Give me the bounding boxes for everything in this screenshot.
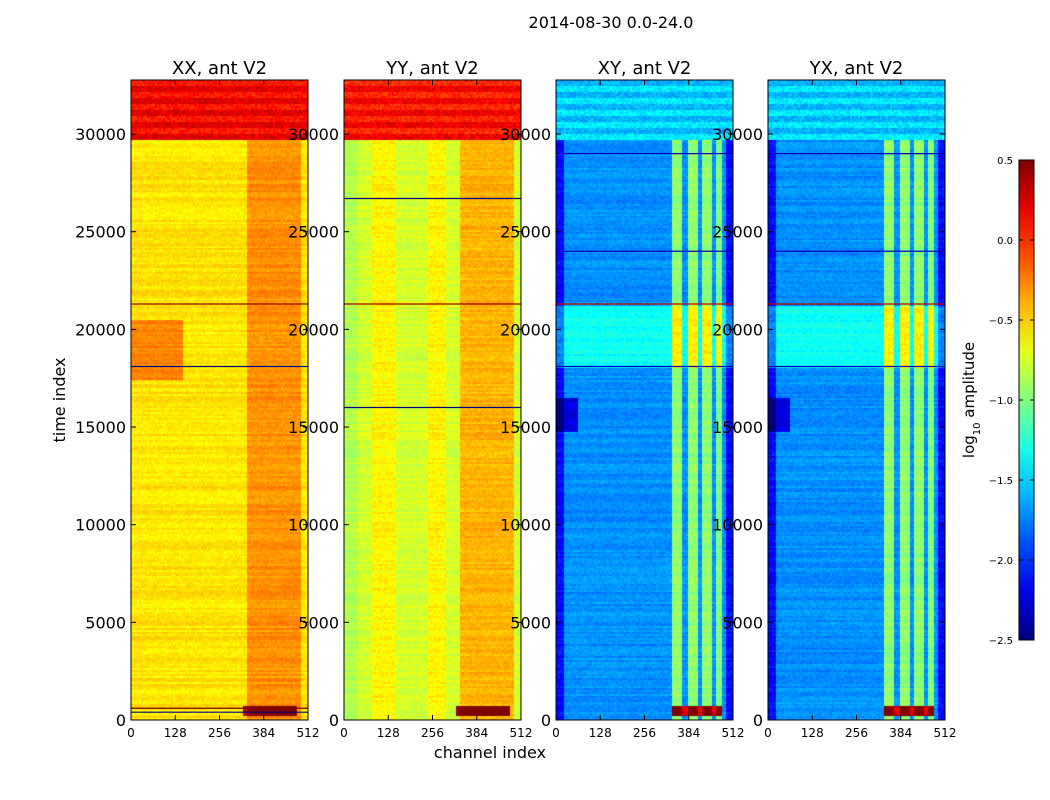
x-tick-label: 256 xyxy=(208,726,231,740)
y-tick-label: 10000 xyxy=(75,516,126,535)
y-tick-label: 25000 xyxy=(500,223,551,242)
y-tick-label: 0 xyxy=(753,711,763,730)
y-tick-label: 15000 xyxy=(75,418,126,437)
colorbar-tick-label: −2.5 xyxy=(989,636,1013,647)
colorbar-tick-label: 0.0 xyxy=(997,236,1013,247)
y-axis-label: time index xyxy=(50,357,69,442)
y-tick-label: 25000 xyxy=(75,223,126,242)
x-tick-label: 384 xyxy=(252,726,275,740)
panel-4: YX, ant V2 0 128 256 384 512 0 5000 10000 15000 20… xyxy=(712,58,956,740)
x-tick-label: 256 xyxy=(421,726,444,740)
heatmap-image xyxy=(768,80,945,720)
y-tick-label: 30000 xyxy=(75,125,126,144)
y-tick-label: 20000 xyxy=(712,320,763,339)
y-tick-label: 15000 xyxy=(712,418,763,437)
colorbar-tick-label: −1.5 xyxy=(989,476,1013,487)
x-tick-label: 128 xyxy=(801,726,824,740)
x-tick-label: 512 xyxy=(510,726,533,740)
y-tick-label: 25000 xyxy=(288,223,339,242)
x-tick-label: 0 xyxy=(127,726,135,740)
colorbar-tick-label: −1.0 xyxy=(989,396,1013,407)
x-tick-label: 256 xyxy=(845,726,868,740)
panel-title: XY, ant V2 xyxy=(598,58,692,79)
x-tick-label: 0 xyxy=(340,726,348,740)
colorbar-label: log10 amplitude xyxy=(960,342,983,458)
x-tick-label: 128 xyxy=(164,726,187,740)
x-tick-label: 512 xyxy=(722,726,745,740)
x-tick-label: 384 xyxy=(465,726,488,740)
x-tick-label: 128 xyxy=(589,726,612,740)
y-tick-label: 20000 xyxy=(75,320,126,339)
panels-group: XX, ant V2 0 128 256 384 512 0 5000 10000 15000 20… xyxy=(75,58,956,740)
x-tick-label: 0 xyxy=(552,726,560,740)
x-tick-label: 384 xyxy=(677,726,700,740)
colorbar-tick-label: 0.5 xyxy=(997,156,1013,167)
x-tick-label: 512 xyxy=(297,726,320,740)
heatmap-image xyxy=(556,80,733,720)
x-tick-label: 128 xyxy=(377,726,400,740)
y-tick-label: 30000 xyxy=(500,125,551,144)
y-tick-label: 10000 xyxy=(288,516,339,535)
y-tick-label: 30000 xyxy=(288,125,339,144)
panel-title: XX, ant V2 xyxy=(172,58,267,79)
panel-3: XY, ant V2 0 128 256 384 512 0 5000 10000 15000 20… xyxy=(500,58,744,740)
heatmap-image xyxy=(344,80,521,720)
y-tick-label: 5000 xyxy=(722,613,763,632)
colorbar: −2.5 −2.0 −1.5 −1.0 −0.5 0.0 0.5 log10 amplitud… xyxy=(960,156,1035,647)
y-tick-label: 0 xyxy=(541,711,551,730)
y-tick-label: 5000 xyxy=(298,613,339,632)
colorbar-tick-label: −0.5 xyxy=(989,316,1013,327)
x-axis-label: channel index xyxy=(434,743,546,762)
y-tick-label: 30000 xyxy=(712,125,763,144)
y-tick-label: 10000 xyxy=(712,516,763,535)
x-tick-label: 512 xyxy=(934,726,957,740)
y-tick-label: 5000 xyxy=(85,613,126,632)
y-tick-label: 20000 xyxy=(500,320,551,339)
panel-2: YY, ant V2 0 128 256 384 512 0 5000 10000 15000 20… xyxy=(288,58,532,740)
panel-title: YY, ant V2 xyxy=(385,58,478,79)
panel-title: YX, ant V2 xyxy=(809,58,904,79)
y-tick-label: 15000 xyxy=(288,418,339,437)
y-tick-label: 0 xyxy=(329,711,339,730)
x-tick-label: 0 xyxy=(764,726,772,740)
y-tick-label: 5000 xyxy=(510,613,551,632)
panel-1: XX, ant V2 0 128 256 384 512 0 5000 10000 15000 20… xyxy=(75,58,319,740)
y-tick-label: 15000 xyxy=(500,418,551,437)
x-tick-label: 384 xyxy=(889,726,912,740)
figure-title: 2014-08-30 0.0-24.0 xyxy=(529,13,694,32)
y-tick-label: 25000 xyxy=(712,223,763,242)
x-tick-label: 256 xyxy=(633,726,656,740)
y-tick-label: 10000 xyxy=(500,516,551,535)
heatmap-image xyxy=(131,80,308,720)
y-tick-label: 20000 xyxy=(288,320,339,339)
y-tick-label: 0 xyxy=(116,711,126,730)
colorbar-tick-label: −2.0 xyxy=(989,556,1013,567)
